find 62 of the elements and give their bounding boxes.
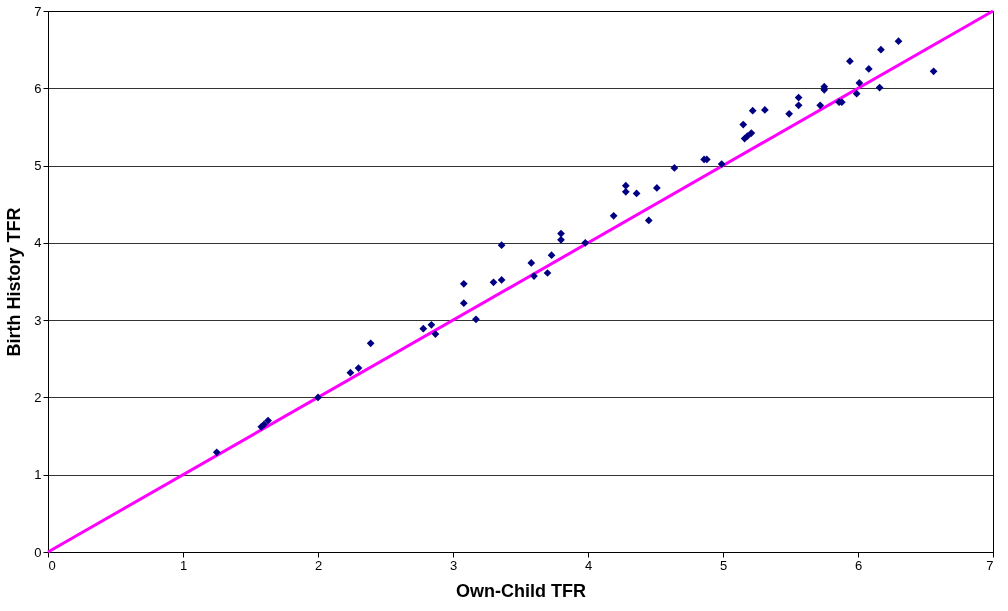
point <box>760 106 769 114</box>
point <box>855 79 864 87</box>
x-tick-label: 7 <box>986 557 994 573</box>
point <box>864 65 873 73</box>
point <box>652 184 661 192</box>
y-tick-label: 7 <box>34 3 42 19</box>
x-tick-label: 0 <box>48 557 56 573</box>
point <box>527 259 536 267</box>
x-tick-label: 6 <box>854 557 863 573</box>
x-axis-title: Own-Child TFR <box>456 580 586 601</box>
point <box>419 324 428 333</box>
x-tick-label: 1 <box>179 557 188 573</box>
point <box>816 101 825 110</box>
point <box>717 160 726 168</box>
y-tick-label: 4 <box>34 235 42 251</box>
point <box>543 269 552 277</box>
point <box>644 216 653 225</box>
y-tick-label: 6 <box>34 80 42 96</box>
point <box>739 120 748 129</box>
point <box>748 106 757 115</box>
point <box>472 315 480 324</box>
point <box>212 448 221 457</box>
point <box>497 276 506 284</box>
point <box>557 229 565 238</box>
point <box>346 368 355 377</box>
point <box>794 93 803 102</box>
point <box>785 109 794 118</box>
point <box>354 364 363 372</box>
point <box>747 129 756 137</box>
point <box>497 241 506 250</box>
y-tick-label: 0 <box>34 544 42 560</box>
y-tick-label: 3 <box>34 312 42 328</box>
y-axis-title: Birth History TFR <box>4 207 25 357</box>
point <box>670 164 679 172</box>
point <box>431 330 440 338</box>
point <box>609 211 618 220</box>
point <box>852 89 861 98</box>
x-tick-label: 5 <box>719 557 728 573</box>
point <box>557 235 565 244</box>
point <box>794 101 803 110</box>
x-tick-label: 2 <box>314 557 323 573</box>
y-tick-label: 5 <box>34 158 42 174</box>
point <box>894 37 903 46</box>
point <box>427 320 436 329</box>
point <box>846 57 854 66</box>
point <box>621 187 630 196</box>
point <box>366 339 375 348</box>
point <box>459 279 468 288</box>
y-tick-label: 1 <box>34 467 42 483</box>
point <box>314 393 322 402</box>
point <box>877 45 885 54</box>
point <box>632 189 641 198</box>
point <box>929 67 938 76</box>
point <box>547 251 556 260</box>
point <box>459 299 468 308</box>
point <box>581 238 590 247</box>
y-tick-label: 2 <box>34 389 42 405</box>
point <box>489 278 498 287</box>
x-tick-label: 4 <box>584 557 593 573</box>
point <box>621 181 630 190</box>
point <box>264 416 272 425</box>
x-tick-label: 3 <box>449 557 458 573</box>
